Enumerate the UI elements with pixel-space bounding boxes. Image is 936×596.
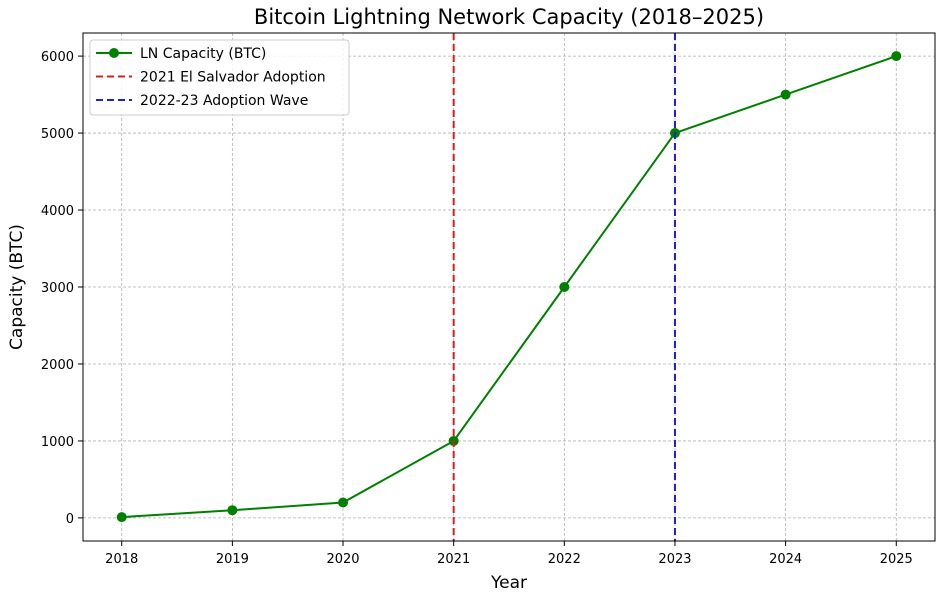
x-tick-label: 2018 [105,552,138,567]
y-tick-label: 3000 [41,281,74,296]
y-axis-ticks: 0 1000 2000 3000 4000 5000 6000 [41,50,83,527]
data-point [227,505,238,516]
x-axis-ticks: 2018 2019 2020 2021 2022 2023 2024 2025 [105,541,913,567]
legend: LN Capacity (BTC) 2021 El Salvador Adopti… [89,39,350,116]
series-line [121,55,897,519]
y-tick-label: 2000 [41,358,74,373]
y-tick-label: 0 [66,512,74,527]
legend-label: 2021 El Salvador Adoption [140,70,326,86]
data-point [891,51,902,62]
x-tick-label: 2020 [326,552,359,567]
x-tick-label: 2019 [216,552,249,567]
x-tick-label: 2023 [658,552,691,567]
x-tick-label: 2021 [437,552,470,567]
chart-title: Bitcoin Lightning Network Capacity (2018… [254,5,764,29]
x-tick-label: 2022 [548,552,581,567]
y-tick-label: 4000 [41,204,74,219]
legend-label: 2022-23 Adoption Wave [140,93,308,109]
legend-marker [109,48,119,58]
x-tick-label: 2025 [880,552,913,567]
legend-box [89,39,350,116]
y-axis-label: Capacity (BTC) [7,224,27,350]
x-axis-label: Year [490,573,527,593]
x-tick-label: 2024 [769,552,802,567]
data-series [116,33,902,541]
data-point [780,89,791,100]
y-tick-label: 5000 [41,127,74,142]
data-point [116,512,127,523]
data-point [559,282,570,292]
data-point [338,497,349,508]
y-tick-label: 1000 [41,435,74,450]
y-tick-label: 6000 [41,50,74,65]
legend-label: LN Capacity (BTC) [140,46,266,62]
